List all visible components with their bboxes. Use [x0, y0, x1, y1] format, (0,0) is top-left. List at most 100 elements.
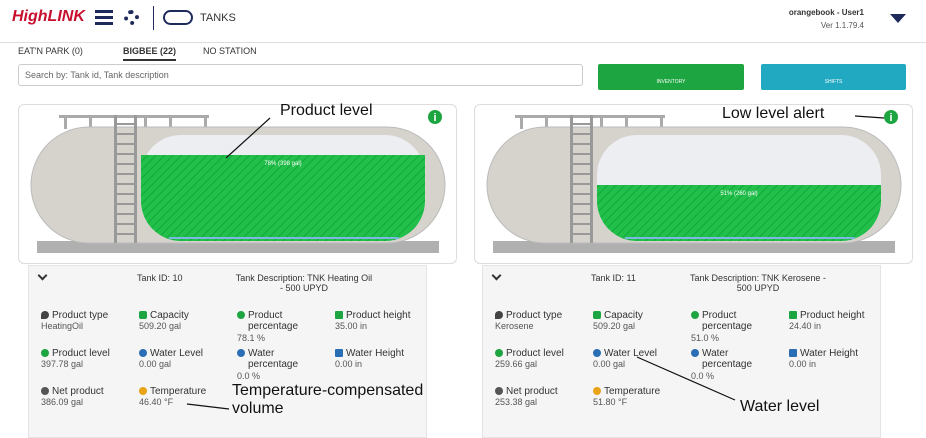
- ladder-rail: [134, 115, 137, 243]
- ladder-rail: [114, 115, 117, 243]
- field-label: Water Height: [346, 348, 404, 359]
- tank-description: Tank Description: TNK Kerosene - 500 UPY…: [690, 273, 826, 293]
- field-icon: [41, 311, 49, 319]
- fill-label: 78% (398 gal): [264, 161, 301, 167]
- platform: [37, 241, 439, 253]
- railing-post: [89, 115, 92, 129]
- search-placeholder: Search by: Tank id, Tank description: [25, 70, 169, 80]
- railing-post: [600, 115, 603, 129]
- settings-icon[interactable]: [124, 10, 139, 25]
- field-label: Product percentage: [248, 310, 299, 332]
- field-icon: [495, 311, 503, 319]
- header: HighLINK TANKS orangebook - User1 Ver 1.…: [0, 0, 926, 43]
- ladder-rung: [114, 223, 137, 225]
- tank-graphic: 78% (398 gal) i: [30, 110, 446, 253]
- inventory-button[interactable]: INVENTORY: [598, 64, 744, 90]
- field-icon: [237, 311, 245, 319]
- info-icon[interactable]: [884, 110, 898, 124]
- field-label: Temperature: [150, 386, 207, 397]
- ladder-rung: [570, 123, 593, 125]
- field-value: HeatingOil: [41, 321, 84, 331]
- field-value: 51.0 %: [691, 333, 720, 343]
- field-label: Net product: [52, 386, 104, 397]
- shifts-button[interactable]: SHIFTS: [761, 64, 906, 90]
- dropdown-arrow[interactable]: [890, 14, 906, 23]
- field-icon: [139, 349, 147, 357]
- field-label: Capacity: [604, 310, 643, 321]
- annotation: Water level: [740, 398, 820, 415]
- ladder-rung: [570, 193, 593, 195]
- railing-post: [144, 115, 147, 129]
- field-value: 0.00 in: [789, 359, 817, 369]
- ladder-rung: [114, 193, 137, 195]
- field-value: 51.80 °F: [593, 397, 628, 407]
- info-glyph: i: [433, 112, 436, 124]
- search-box[interactable]: Search by: Tank id, Tank description: [18, 64, 583, 86]
- field-label: Water percentage: [702, 348, 753, 370]
- field-label: Water Level: [150, 348, 203, 359]
- field-icon: [593, 349, 601, 357]
- field-label: Net product: [506, 386, 558, 397]
- page-title: TANKS: [200, 12, 236, 24]
- platform: [493, 241, 895, 253]
- field-value: 509.20 gal: [139, 321, 182, 331]
- water-line: [169, 237, 399, 239]
- annotation: Low level alert: [722, 105, 825, 122]
- field-value: 0.00 in: [335, 359, 363, 369]
- field-label: Water Level: [604, 348, 657, 359]
- user[interactable]: orangebook - User1: [788, 8, 864, 17]
- tab[interactable]: EAT'N PARK (0): [18, 46, 83, 56]
- tab[interactable]: NO STATION: [203, 46, 257, 56]
- info-icon[interactable]: [428, 110, 442, 124]
- field-value: 0.00 gal: [593, 359, 626, 369]
- menu-icon[interactable]: [95, 10, 113, 13]
- field-label: Capacity: [150, 310, 189, 321]
- railing-post: [204, 115, 207, 129]
- ladder-rung: [114, 173, 137, 175]
- logo[interactable]: HighLINK: [12, 8, 85, 25]
- divider: [153, 6, 154, 30]
- ladder-rung: [570, 143, 593, 145]
- tank-description: Tank Description: TNK Heating Oil - 500 …: [235, 273, 373, 293]
- field-icon: [593, 311, 601, 319]
- field-label: Product level: [52, 348, 110, 359]
- tab[interactable]: BIGBEE (22): [123, 46, 177, 61]
- info-glyph: i: [889, 112, 892, 124]
- railing-post: [520, 115, 523, 129]
- ladder-rung: [570, 163, 593, 165]
- railing-post: [545, 115, 548, 129]
- railing-post: [64, 115, 67, 129]
- ladder-rung: [114, 203, 137, 205]
- leader-line: [636, 356, 736, 401]
- field-icon: [41, 387, 49, 395]
- ladder-rung: [114, 183, 137, 185]
- ladder-rung: [570, 203, 593, 205]
- field-icon: [335, 349, 343, 357]
- leader-line: [854, 115, 885, 119]
- product-fill: [597, 185, 881, 241]
- field-icon: [237, 349, 245, 357]
- field-label: Product level: [506, 348, 564, 359]
- ladder-rung: [114, 163, 137, 165]
- field-icon: [495, 387, 503, 395]
- annotation: Temperature-compensated volume: [232, 382, 424, 417]
- tank-card: 51% (260 gal) i: [474, 104, 913, 264]
- field-icon: [691, 349, 699, 357]
- field-icon: [691, 311, 699, 319]
- annotation: Product level: [280, 102, 373, 119]
- version: Ver 1.1.79.4: [820, 21, 864, 30]
- field-icon: [593, 387, 601, 395]
- button-label: INVENTORY: [656, 79, 686, 85]
- ladder-rung: [114, 123, 137, 125]
- field-value: 46.40 °F: [139, 397, 174, 407]
- ladder-rung: [570, 153, 593, 155]
- ladder-rung: [114, 213, 137, 215]
- ladder-rail: [590, 115, 593, 243]
- ladder-rung: [570, 233, 593, 235]
- field-value: 253.38 gal: [495, 397, 538, 407]
- ladder-rung: [570, 183, 593, 185]
- ladder-rung: [114, 153, 137, 155]
- field-value: 259.66 gal: [495, 359, 538, 369]
